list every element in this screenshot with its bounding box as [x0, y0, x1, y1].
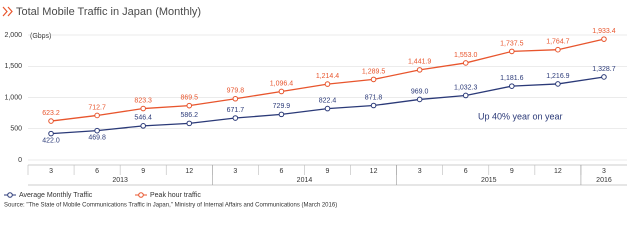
data-point: [555, 81, 561, 87]
data-label: 1,216.9: [546, 73, 569, 80]
x-tick-label: 6: [95, 168, 99, 175]
y-unit: (Gbps): [30, 33, 51, 40]
x-tick-label: 12: [554, 168, 562, 175]
x-tick-label: 3: [602, 168, 606, 175]
data-point: [94, 127, 100, 134]
title-icon: [2, 6, 13, 17]
data-point: [509, 48, 515, 55]
x-tick-label: 12: [185, 168, 193, 175]
chart-title: Total Mobile Traffic in Japan (Monthly): [16, 6, 201, 18]
legend-marker: [138, 192, 144, 198]
year-label: 2014: [297, 177, 313, 184]
data-label: 969.0: [411, 88, 429, 95]
x-tick-label: 9: [141, 168, 145, 175]
data-label: 823.3: [134, 97, 152, 104]
y-tick-label: 1,500: [4, 63, 22, 70]
x-tick-label: 3: [49, 168, 53, 175]
data-label: 1,553.0: [454, 52, 477, 59]
data-point: [462, 60, 469, 66]
y-tick-label: 500: [10, 126, 22, 133]
x-tick-label: 6: [464, 168, 468, 175]
data-point: [140, 123, 146, 129]
source: Source: "The State of Mobile Communicati…: [4, 203, 337, 209]
data-point: [509, 83, 515, 89]
data-label: 869.5: [181, 95, 199, 102]
data-point: [232, 115, 239, 121]
x-tick-label: 6: [279, 168, 283, 175]
legend-label: Average Monthly Traffic: [19, 192, 93, 199]
data-label: 1,328.7: [592, 66, 615, 73]
data-point: [416, 96, 423, 103]
data-label: 1,181.6: [500, 75, 523, 82]
legend-marker: [7, 192, 13, 198]
data-label: 586.2: [181, 112, 199, 119]
x-tick-label: 9: [326, 168, 330, 175]
legend-label: Peak hour traffic: [150, 192, 201, 199]
data-point: [555, 46, 561, 53]
y-tick-label: 1,000: [4, 94, 22, 101]
data-label: 1,289.5: [362, 68, 385, 75]
data-label: 1,933.4: [592, 28, 615, 35]
data-label: 1,764.7: [546, 39, 569, 46]
year-label: 2013: [112, 177, 128, 184]
data-point: [370, 76, 377, 83]
data-point: [324, 81, 331, 87]
data-point: [278, 111, 285, 118]
data-label: 546.4: [134, 115, 152, 122]
y-tick-label: 2,000: [4, 32, 22, 39]
data-label: 979.8: [227, 88, 245, 95]
data-label: 422.0: [42, 137, 60, 144]
data-point: [94, 112, 100, 119]
data-label: 623.2: [42, 110, 60, 117]
x-tick-label: 3: [233, 168, 237, 175]
data-label: 712.7: [88, 104, 106, 111]
data-label: 671.7: [227, 107, 245, 114]
annotation: Up 40% year on year: [478, 111, 563, 121]
data-point: [601, 36, 607, 42]
data-point: [324, 105, 331, 112]
data-point: [278, 88, 285, 95]
data-point: [416, 67, 423, 73]
data-point: [601, 74, 607, 80]
data-label: 1,737.5: [500, 40, 523, 47]
chart: Total Mobile Traffic in Japan (Monthly) …: [2, 6, 627, 209]
data-point: [232, 95, 239, 102]
data-point: [462, 92, 469, 99]
x-tick-label: 12: [370, 168, 378, 175]
data-label: 871.8: [365, 94, 383, 101]
data-point: [48, 130, 54, 137]
x-tick-label: 9: [510, 168, 514, 175]
data-point: [48, 118, 54, 124]
data-label: 729.9: [273, 103, 291, 110]
data-label: 469.8: [88, 134, 106, 141]
data-label: 1,214.4: [316, 73, 339, 80]
data-label: 1,441.9: [408, 59, 431, 66]
data-label: 1,096.4: [270, 80, 293, 87]
year-label: 2015: [481, 177, 497, 184]
data-point: [140, 105, 146, 112]
y-tick-label: 0: [18, 157, 22, 164]
data-label: 822.4: [319, 97, 337, 104]
year-label: 2016: [596, 177, 612, 184]
x-tick-label: 3: [418, 168, 422, 175]
data-label: 1,032.3: [454, 84, 477, 91]
data-point: [186, 102, 193, 109]
data-point: [370, 102, 377, 109]
data-point: [186, 120, 193, 127]
